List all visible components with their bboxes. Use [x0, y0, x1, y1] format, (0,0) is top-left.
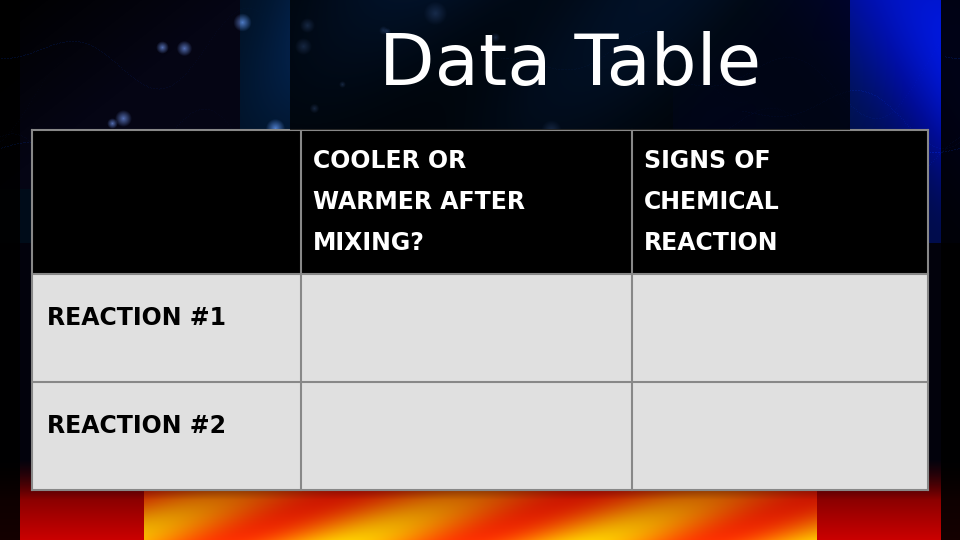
Text: REACTION #1: REACTION #1 — [47, 306, 226, 330]
Text: COOLER OR
WARMER AFTER
MIXING?: COOLER OR WARMER AFTER MIXING? — [313, 149, 525, 255]
Text: Data Table: Data Table — [379, 30, 761, 99]
Text: SIGNS OF
CHEMICAL
REACTION: SIGNS OF CHEMICAL REACTION — [644, 149, 780, 255]
FancyBboxPatch shape — [32, 274, 928, 382]
FancyBboxPatch shape — [32, 130, 928, 274]
Text: REACTION #2: REACTION #2 — [47, 414, 226, 438]
FancyBboxPatch shape — [32, 382, 928, 490]
FancyBboxPatch shape — [290, 0, 850, 130]
